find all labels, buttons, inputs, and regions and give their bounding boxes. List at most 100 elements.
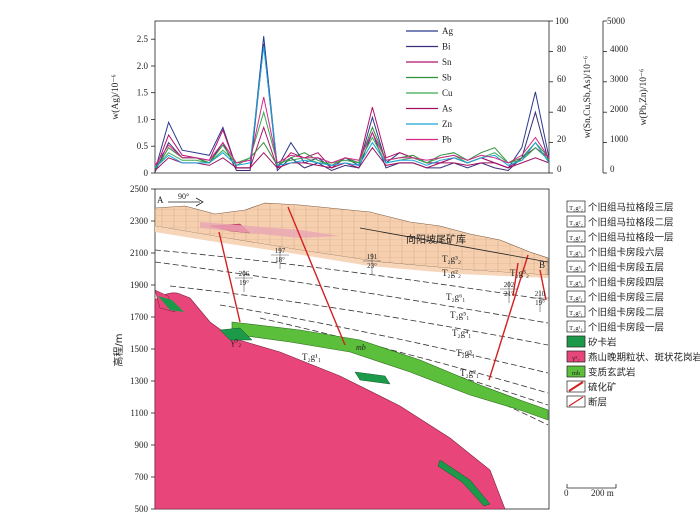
series-line-pb xyxy=(154,96,550,166)
drill-hole-dip: 21° xyxy=(504,290,514,298)
legend-code: T₂g³₂ xyxy=(569,205,583,212)
legend-box xyxy=(566,365,586,378)
legend-code: mb xyxy=(572,370,580,377)
scale-label: 200 m xyxy=(591,488,614,498)
legend-label-zn: Zn xyxy=(442,119,452,129)
rock-label: γ⁵₂ xyxy=(230,337,241,347)
right1-tick: 60 xyxy=(557,74,567,84)
legend-box xyxy=(566,260,586,273)
elevation-tick-label: 2500 xyxy=(130,184,149,194)
legend-label-sn: Sn xyxy=(442,57,452,67)
right-axis-1: 0 20 40 60 80 100 w(Sn,Cu,Sb,As)/10⁻⁶ xyxy=(549,16,593,174)
legend-code: T₂g⁵₁ xyxy=(569,265,583,272)
legend-text: 个旧组卡房段二层 xyxy=(588,307,664,319)
legend-text: 矽卡岩 xyxy=(588,337,617,349)
left-tick: 1.0 xyxy=(137,115,149,125)
legend-text: 个旧组卡房段五层 xyxy=(588,262,664,274)
series-layer xyxy=(154,36,550,173)
legend-code: T₂g³₁ xyxy=(569,295,583,302)
geochem-chart: 0 0.5 1.0 1.5 2.0 2.5 w(Ag)/10⁻⁶ 0 20 40… xyxy=(110,16,649,178)
series-line-as xyxy=(154,146,550,171)
pink-band xyxy=(200,222,340,238)
drill-hole-id: 210 xyxy=(535,290,546,298)
right-axis-2: 0 1000 2000 3000 4000 5000 w(Pb,Zn)/10⁻⁶ xyxy=(602,16,649,174)
right2-tick: 4000 xyxy=(610,44,629,54)
legend-text: 个旧组卡房段一层 xyxy=(588,322,664,334)
legend-code: γ⁵₂ xyxy=(571,355,579,362)
legend-text: 断层 xyxy=(588,397,607,409)
section-legend: T₂g³₂ 个旧组马拉格段三层 T₂g²₂ 个旧组马拉格段二层 T₂g¹₂ 个旧组马拉格段… xyxy=(566,200,700,409)
bearing-arrow xyxy=(195,197,204,207)
section-label-b: B xyxy=(539,260,545,270)
right1-tick: 100 xyxy=(555,16,569,26)
legend-line-symbol xyxy=(568,396,584,407)
legend-label-sb: Sb xyxy=(442,73,452,83)
legend-text: 变质玄武岩 xyxy=(588,367,636,379)
series-line-zn xyxy=(154,46,550,169)
right2-tick: 0 xyxy=(610,164,615,174)
elevation-axis: 2500 2300 2100 1900 1700 1500 1300 1100 900 700 50… xyxy=(130,184,155,514)
right2-axis-label: w(Pb,Zn)/10⁻⁶ xyxy=(638,69,649,126)
rock-label: T₂g¹₁ xyxy=(302,352,321,362)
elevation-tick-label: 1100 xyxy=(130,408,148,418)
drill-hole-dip: 18° xyxy=(275,256,285,264)
cross-section: 2500 2300 2100 1900 1700 1500 1300 1100 900 700 50… xyxy=(112,184,550,514)
right2-tick: 1000 xyxy=(610,134,629,144)
chart-frame xyxy=(154,20,550,174)
elevation-tick-label: 1900 xyxy=(130,280,149,290)
series-line-sn xyxy=(154,106,550,171)
elevation-tick-label: 2300 xyxy=(130,216,149,226)
rock-label: T₂g⁵₁ xyxy=(450,310,469,320)
right1-tick: 20 xyxy=(557,134,567,144)
skarn-lens xyxy=(158,296,184,312)
right2-tick: 2000 xyxy=(610,104,629,114)
legend-code: T₂g²₂ xyxy=(569,220,583,227)
skarn-contact xyxy=(437,459,491,507)
legend-box xyxy=(566,290,586,303)
legend-box xyxy=(566,335,586,348)
drill-hole-id: 206 xyxy=(239,270,250,278)
drill-hole-id: 202 xyxy=(504,281,515,289)
elevation-tick-label: 1500 xyxy=(130,344,149,354)
legend-text: 个旧组卡房段三层 xyxy=(588,292,664,304)
drill-hole-id: 191 xyxy=(367,253,378,261)
rock-label: T₂g³₁ xyxy=(456,348,475,358)
legend-box xyxy=(566,275,586,288)
drill-hole-dip: 19° xyxy=(239,279,249,287)
bearing-label: 90° xyxy=(178,192,189,201)
legend-text: 个旧组马拉格段一层 xyxy=(588,232,674,244)
right1-axis-label: w(Sn,Cu,Sb,As)/10⁻⁶ xyxy=(582,56,593,139)
legend-label-bi: Bi xyxy=(442,42,451,52)
drill-hole-id: 197 xyxy=(275,247,286,255)
legend-box xyxy=(566,215,586,228)
legend-label-as: As xyxy=(442,104,452,114)
right1-tick: 40 xyxy=(557,104,567,114)
faults xyxy=(218,206,547,381)
chart-legend: Ag Bi Sn Sb Cu As Zn Pb xyxy=(406,26,453,145)
basalt-band xyxy=(231,321,549,421)
legend-label-cu: Cu xyxy=(442,88,453,98)
right1-tick: 0 xyxy=(557,164,562,174)
legend-line-symbol xyxy=(568,381,584,392)
left-tick: 2.5 xyxy=(137,34,149,44)
legend-text: 个旧组卡房段六层 xyxy=(588,247,664,259)
series-line-bi xyxy=(154,43,550,173)
legend-box xyxy=(566,245,586,258)
left-tick: 1.5 xyxy=(137,88,149,98)
legend-label-ag: Ag xyxy=(442,26,453,36)
legend-box xyxy=(566,350,586,363)
right2-tick: 3000 xyxy=(610,74,629,84)
rock-label: T₂g²₁ xyxy=(460,368,479,378)
legend-code: T₂g²₁ xyxy=(569,310,583,317)
left-tick: 0.5 xyxy=(137,141,149,151)
skarn-lens xyxy=(219,327,253,341)
rock-label: T₂g³₂ xyxy=(442,254,461,264)
rock-label: T₂g⁶₁ xyxy=(446,292,465,302)
rock-label: T₂g²₂ xyxy=(442,268,461,278)
elevation-tick-label: 700 xyxy=(135,472,149,482)
drill-hole-dip: 19° xyxy=(535,299,545,307)
left-axis: 0 0.5 1.0 1.5 2.0 2.5 w(Ag)/10⁻⁶ xyxy=(110,34,155,178)
right2-tick: 5000 xyxy=(607,16,626,26)
